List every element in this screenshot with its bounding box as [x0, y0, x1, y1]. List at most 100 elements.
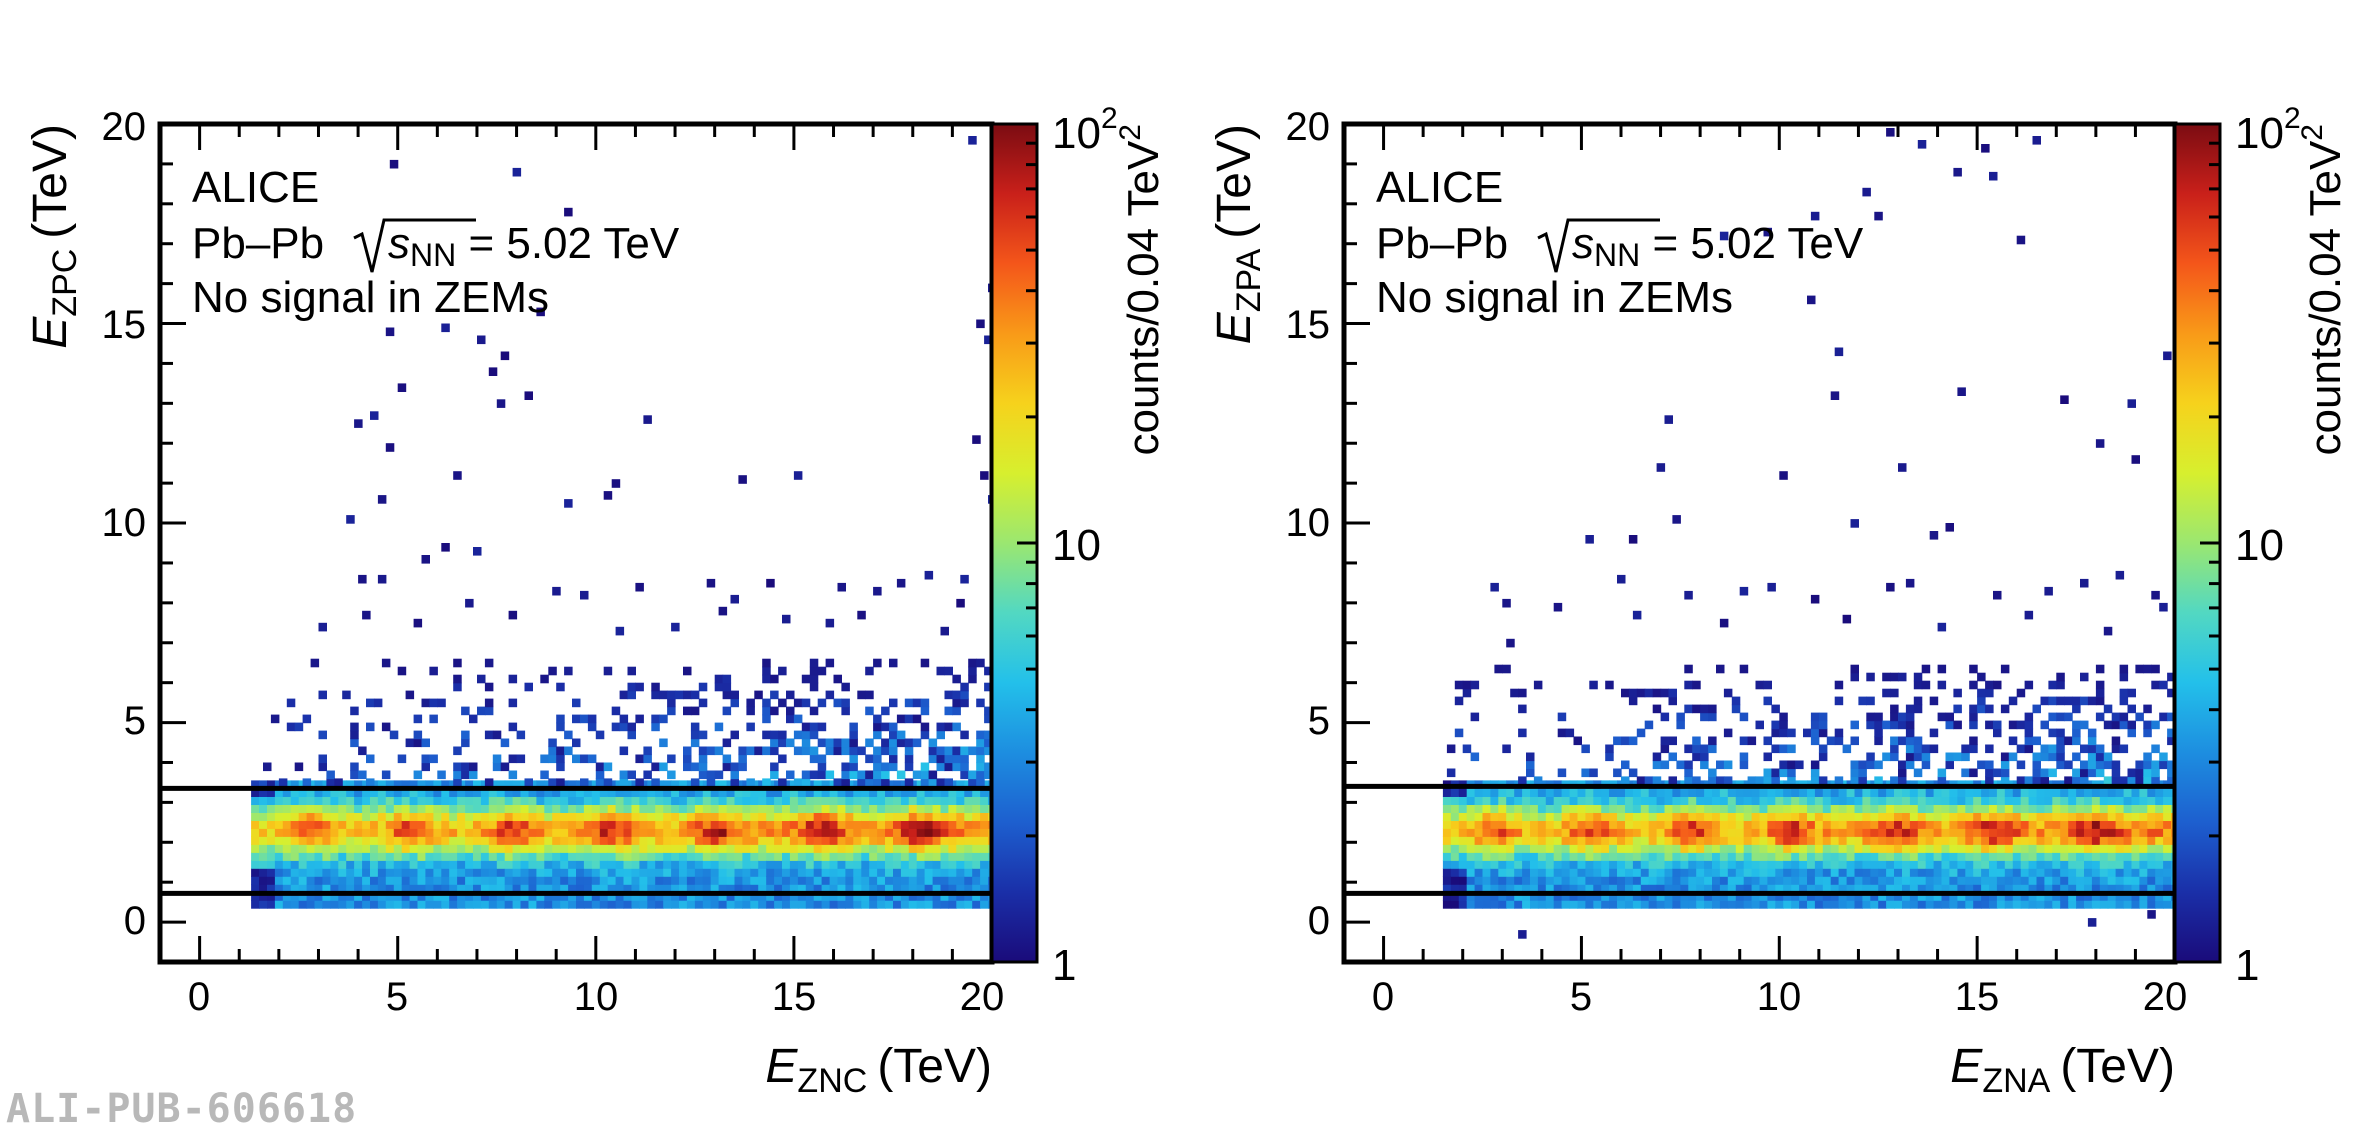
heatmap-bin: [2068, 788, 2077, 797]
heatmap-bin: [1648, 796, 1658, 805]
heatmap-bin: [1577, 892, 1586, 901]
heatmap-bin: [1854, 884, 1863, 893]
heatmap-bin: [1719, 828, 1729, 837]
heatmap-bin: [1466, 796, 1476, 805]
heatmap-bin: [869, 812, 878, 821]
heatmap-bin: [916, 892, 926, 901]
heatmap-bin: [1545, 804, 1555, 813]
heatmap-bin: [1593, 892, 1602, 901]
heatmap-bin: [1545, 900, 1555, 909]
heatmap-bin: [425, 900, 434, 909]
heatmap-bin: [1858, 760, 1867, 770]
heatmap-bin: [496, 876, 506, 885]
heatmap-bin: [1632, 788, 1642, 797]
heatmap-bin: [480, 796, 490, 805]
heatmap-bin: [425, 788, 434, 797]
heatmap-bin: [1640, 876, 1650, 885]
heatmap-bin: [671, 622, 680, 632]
heatmap-bin: [805, 884, 815, 893]
heatmap-bin: [330, 876, 339, 885]
heatmap-bin: [1870, 900, 1879, 909]
heatmap-bin: [1589, 680, 1598, 690]
heatmap-bin: [401, 828, 411, 837]
heatmap-bin: [671, 788, 680, 797]
heatmap-bin: [2076, 868, 2085, 877]
heatmap-bin: [1593, 876, 1602, 885]
heatmap-bin: [1609, 788, 1618, 797]
heatmap-bin: [889, 722, 898, 732]
heatmap-bin: [916, 828, 926, 837]
heatmap-bin: [1609, 812, 1618, 821]
heatmap-bin: [469, 762, 478, 772]
heatmap-bin: [1949, 820, 1958, 829]
heatmap-bin: [370, 868, 379, 877]
heatmap-bin: [1882, 720, 1891, 730]
heatmap-bin: [552, 884, 561, 893]
heatmap-bin: [461, 706, 470, 716]
heatmap-bin: [1957, 828, 1966, 837]
heatmap-bin: [702, 868, 712, 877]
heatmap-bin: [2068, 820, 2077, 829]
heatmap-bin: [552, 860, 561, 869]
heatmap-bin: [473, 547, 482, 556]
heatmap-bin: [1553, 804, 1563, 813]
heatmap-bin: [900, 812, 910, 821]
heatmap-bin: [722, 706, 732, 716]
heatmap-bin: [1514, 820, 1523, 829]
heatmap-bin: [1727, 836, 1737, 845]
heatmap-bin: [1949, 892, 1958, 901]
heatmap-bin: [932, 836, 942, 845]
heatmap-bin: [718, 884, 728, 893]
heatmap-bin: [1617, 812, 1626, 821]
heatmap-bin: [259, 844, 268, 853]
heatmap-bin: [1688, 868, 1697, 877]
heatmap-bin: [1712, 796, 1721, 805]
heatmap-bin: [1585, 852, 1594, 861]
heatmap-bin: [726, 804, 736, 813]
heatmap-bin: [1482, 868, 1491, 877]
heatmap-bin: [409, 892, 419, 901]
heatmap-bin: [1617, 876, 1626, 885]
heatmap-bin: [282, 876, 292, 885]
heatmap-bin: [393, 788, 403, 797]
heatmap-bin: [500, 762, 510, 772]
heatmap-bin: [623, 812, 632, 821]
heatmap-bin: [2020, 796, 2030, 805]
heatmap-bin: [1854, 820, 1863, 829]
heatmap-bin: [1601, 828, 1610, 837]
heatmap-bin: [1751, 812, 1761, 821]
heatmap-bin: [766, 844, 775, 853]
left-legend-experiment: ALICE: [192, 163, 319, 212]
heatmap-bin: [2127, 688, 2136, 698]
heatmap-bin: [2024, 776, 2034, 785]
heatmap-bin: [758, 804, 767, 813]
heatmap-bin: [1933, 820, 1943, 829]
heatmap-bin: [1965, 844, 1974, 853]
heatmap-bin: [346, 868, 355, 877]
heatmap-bin: [1917, 868, 1927, 877]
heatmap-bin: [259, 876, 268, 885]
heatmap-bin: [1747, 776, 1757, 785]
heatmap-bin: [425, 804, 434, 813]
heatmap-bin: [893, 852, 902, 861]
heatmap-bin: [1727, 844, 1737, 853]
heatmap-bin: [952, 746, 961, 756]
heatmap-bin: [809, 754, 819, 764]
heatmap-bin: [568, 892, 577, 901]
heatmap-bin: [449, 828, 458, 837]
heatmap-bin: [2147, 892, 2156, 901]
heatmap-bin: [1585, 820, 1594, 829]
heatmap-bin: [2123, 884, 2133, 893]
heatmap-bin: [1787, 728, 1796, 738]
heatmap-bin: [473, 868, 482, 877]
heatmap-bin: [1593, 844, 1602, 853]
heatmap-bin: [2060, 900, 2069, 909]
heatmap-bin: [1957, 844, 1966, 853]
heatmap-bin: [750, 852, 759, 861]
heatmap-bin: [473, 876, 482, 885]
heatmap-bin: [1688, 828, 1697, 837]
heatmap-bin: [1482, 852, 1491, 861]
heatmap-bin: [274, 796, 284, 805]
heatmap-bin: [2072, 696, 2081, 706]
heatmap-bin: [786, 714, 795, 724]
